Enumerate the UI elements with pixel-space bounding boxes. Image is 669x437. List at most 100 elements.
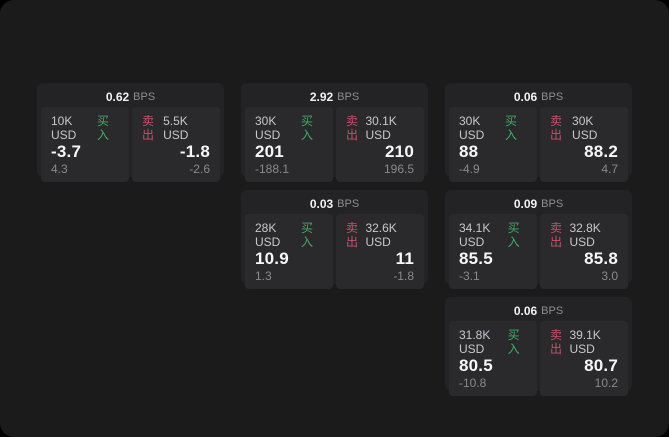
pane-top: 卖出 32.8K USD	[550, 221, 618, 249]
sell-amount: 39.1K USD	[569, 328, 601, 356]
quote-card: 0.06 BPS 31.8K USD 买入 80.5 -10.8 卖出 39.1…	[445, 297, 632, 396]
quote-panes: 10K USD 买入 -3.7 4.3 卖出 5.5K USD -1.8 -2.…	[41, 107, 220, 182]
buy-value: -3.7	[51, 142, 82, 161]
buy-value: 10.9	[255, 249, 289, 268]
quote-panes: 30K USD 买入 201 -188.1 卖出 30.1K USD 210 1…	[245, 107, 424, 182]
buy-value: 85.5	[459, 249, 493, 268]
bps-value: 0.06	[513, 90, 538, 104]
pane-top: 卖出 30.1K USD	[346, 114, 414, 142]
sell-quote-tile[interactable]: 卖出 30.1K USD 210 196.5	[336, 107, 424, 182]
pane-top: 28K USD 买入	[255, 221, 323, 249]
card-header: 0.62 BPS	[41, 87, 220, 107]
buy-tag: 买入	[300, 114, 313, 142]
sell-value: 88.2	[584, 142, 618, 161]
buy-amount: 34.1K USD	[459, 221, 491, 249]
buy-amount: 28K USD	[255, 221, 281, 249]
buy-amount: 10K USD	[51, 114, 77, 142]
buy-amount: 30K USD	[255, 114, 281, 142]
sell-delta: 196.5	[383, 162, 414, 176]
quote-panes: 30K USD 买入 88 -4.9 卖出 30K USD 88.2 4.7	[449, 107, 628, 182]
buy-quote-tile[interactable]: 30K USD 买入 201 -188.1	[245, 107, 333, 182]
sell-value: 85.8	[584, 249, 618, 268]
sell-tag: 卖出	[346, 221, 359, 249]
sell-delta: -1.8	[393, 269, 414, 283]
buy-tag: 买入	[507, 328, 520, 356]
sell-value: -1.8	[179, 142, 210, 161]
quote-panes: 28K USD 买入 10.9 1.3 卖出 32.6K USD 11 -1.8	[245, 214, 424, 289]
buy-delta: -4.9	[459, 162, 480, 176]
bps-value: 0.62	[105, 90, 130, 104]
pane-top: 34.1K USD 买入	[459, 221, 527, 249]
sell-quote-tile[interactable]: 卖出 32.8K USD 85.8 3.0	[540, 214, 628, 289]
bps-unit: BPS	[337, 198, 360, 210]
buy-delta: -188.1	[255, 162, 290, 176]
buy-quote-tile[interactable]: 34.1K USD 买入 85.5 -3.1	[449, 214, 537, 289]
sell-amount: 5.5K USD	[163, 114, 189, 142]
buy-value: 80.5	[459, 356, 493, 375]
sell-tag: 卖出	[142, 114, 155, 142]
card-header: 0.03 BPS	[245, 194, 424, 214]
buy-tag: 买入	[96, 114, 109, 142]
bps-unit: BPS	[541, 305, 564, 317]
buy-value: 201	[255, 142, 284, 161]
sell-quote-tile[interactable]: 卖出 39.1K USD 80.7 10.2	[540, 321, 628, 396]
bps-value: 2.92	[309, 90, 334, 104]
sell-delta: 4.7	[601, 162, 618, 176]
bps-unit: BPS	[541, 198, 564, 210]
pane-top: 卖出 5.5K USD	[142, 114, 210, 142]
bps-value: 0.03	[309, 197, 334, 211]
buy-delta: 4.3	[51, 162, 68, 176]
quote-card: 0.03 BPS 28K USD 买入 10.9 1.3 卖出 32.6K US…	[241, 190, 428, 289]
pane-top: 卖出 30K USD	[550, 114, 618, 142]
sell-tag: 卖出	[550, 221, 563, 249]
pane-top: 31.8K USD 买入	[459, 328, 527, 356]
pane-top: 卖出 39.1K USD	[550, 328, 618, 356]
card-header: 0.09 BPS	[449, 194, 628, 214]
buy-tag: 买入	[504, 114, 517, 142]
bps-unit: BPS	[337, 91, 360, 103]
sell-amount: 32.6K USD	[365, 221, 397, 249]
pane-top: 10K USD 买入	[51, 114, 119, 142]
sell-amount: 30K USD	[572, 114, 598, 142]
buy-amount: 31.8K USD	[459, 328, 491, 356]
buy-tag: 买入	[300, 221, 313, 249]
buy-quote-tile[interactable]: 31.8K USD 买入 80.5 -10.8	[449, 321, 537, 396]
buy-quote-tile[interactable]: 10K USD 买入 -3.7 4.3	[41, 107, 129, 182]
bps-unit: BPS	[541, 91, 564, 103]
quote-card: 0.09 BPS 34.1K USD 买入 85.5 -3.1 卖出 32.8K…	[445, 190, 632, 289]
pane-top: 30K USD 买入	[459, 114, 527, 142]
card-header: 0.06 BPS	[449, 301, 628, 321]
card-header: 2.92 BPS	[245, 87, 424, 107]
sell-value: 11	[395, 249, 414, 268]
buy-delta: -3.1	[459, 269, 480, 283]
buy-quote-tile[interactable]: 30K USD 买入 88 -4.9	[449, 107, 537, 182]
bps-value: 0.09	[513, 197, 538, 211]
sell-value: 80.7	[584, 356, 618, 375]
quote-panes: 34.1K USD 买入 85.5 -3.1 卖出 32.8K USD 85.8…	[449, 214, 628, 289]
buy-delta: 1.3	[255, 269, 272, 283]
bps-value: 0.06	[513, 304, 538, 318]
sell-quote-tile[interactable]: 卖出 5.5K USD -1.8 -2.6	[132, 107, 220, 182]
quote-card: 0.62 BPS 10K USD 买入 -3.7 4.3 卖出 5.5K USD	[37, 83, 224, 182]
sell-amount: 32.8K USD	[569, 221, 601, 249]
sell-quote-tile[interactable]: 卖出 30K USD 88.2 4.7	[540, 107, 628, 182]
buy-delta: -10.8	[459, 376, 487, 390]
card-header: 0.06 BPS	[449, 87, 628, 107]
buy-quote-tile[interactable]: 28K USD 买入 10.9 1.3	[245, 214, 333, 289]
sell-value: 210	[385, 142, 414, 161]
sell-tag: 卖出	[550, 114, 563, 142]
quote-card: 2.92 BPS 30K USD 买入 201 -188.1 卖出 30.1K …	[241, 83, 428, 182]
pane-top: 卖出 32.6K USD	[346, 221, 414, 249]
quote-panes: 31.8K USD 买入 80.5 -10.8 卖出 39.1K USD 80.…	[449, 321, 628, 396]
quote-card: 0.06 BPS 30K USD 买入 88 -4.9 卖出 30K USD	[445, 83, 632, 182]
sell-quote-tile[interactable]: 卖出 32.6K USD 11 -1.8	[336, 214, 424, 289]
sell-tag: 卖出	[346, 114, 359, 142]
bps-unit: BPS	[133, 91, 156, 103]
sell-delta: 10.2	[594, 376, 618, 390]
buy-amount: 30K USD	[459, 114, 485, 142]
sell-delta: -2.6	[189, 162, 210, 176]
quotes-grid: 0.62 BPS 10K USD 买入 -3.7 4.3 卖出 5.5K USD	[37, 83, 632, 396]
sell-tag: 卖出	[550, 328, 563, 356]
sell-delta: 3.0	[601, 269, 618, 283]
